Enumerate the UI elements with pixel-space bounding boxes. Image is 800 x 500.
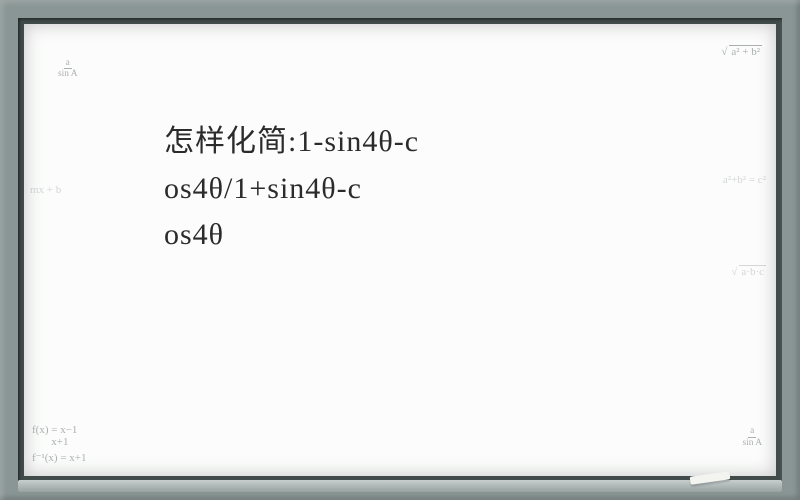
deco-pythagoras: a²+b² = c²: [723, 174, 766, 186]
blackboard-bevel: asin A a² + b² mx + b a²+b² = c² a·b·c f…: [18, 18, 782, 482]
question-text: 怎样化简:1-sin4θ-c os4θ/1+sin4θ-c os4θ: [164, 119, 644, 259]
deco-frac-top-left: asin A: [34, 46, 79, 92]
deco-abc: a·b·c: [711, 254, 766, 290]
question-line-2: os4θ/1+sin4θ-c: [164, 166, 644, 213]
question-line-3: os4θ: [164, 212, 644, 259]
question-line-1: 怎样化简:1-sin4θ-c: [164, 119, 644, 166]
deco-mid-left: mx + b: [30, 184, 61, 196]
deco-frac-bottom-right: asin A: [719, 414, 764, 460]
deco-bottom-left-finv: f⁻¹(x) = x+1: [32, 452, 87, 464]
deco-top-right: a² + b²: [701, 34, 762, 70]
deco-bottom-left-f: f(x) = x−1 x+1: [32, 424, 77, 448]
blackboard-frame: asin A a² + b² mx + b a²+b² = c² a·b·c f…: [0, 0, 800, 500]
whiteboard-surface: asin A a² + b² mx + b a²+b² = c² a·b·c f…: [24, 24, 776, 476]
chalk-ledge: [18, 480, 782, 492]
